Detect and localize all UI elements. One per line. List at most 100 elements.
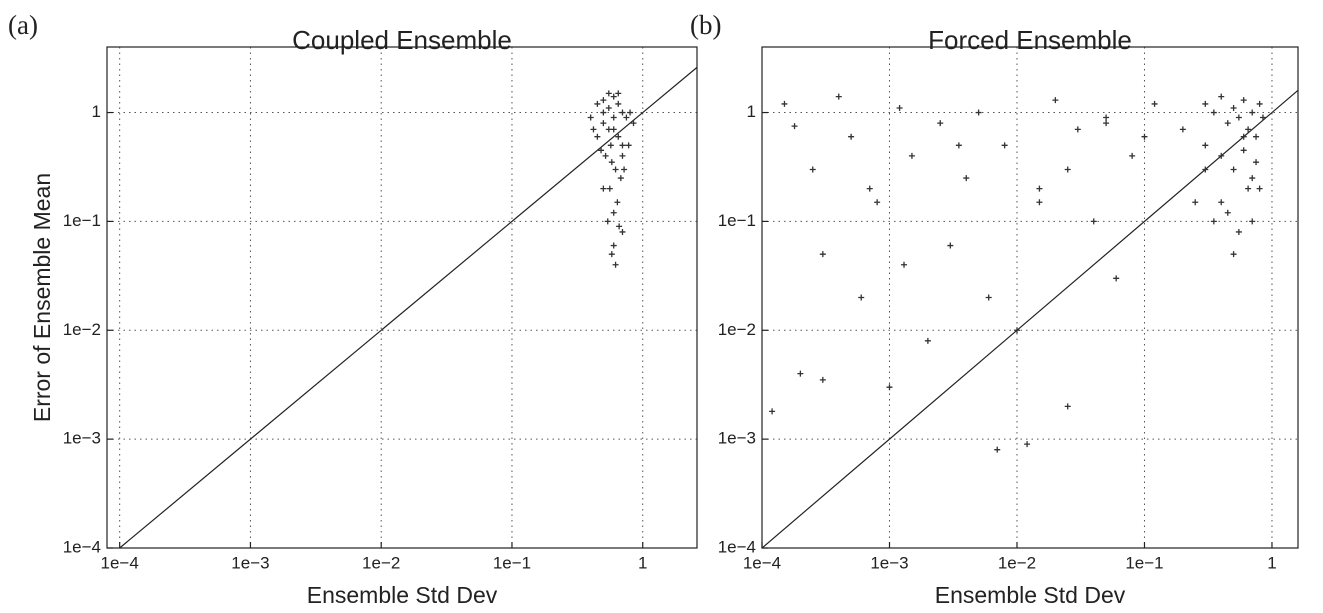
point bbox=[1240, 133, 1247, 140]
point bbox=[617, 175, 624, 182]
point bbox=[600, 120, 607, 127]
point bbox=[1129, 152, 1136, 159]
chart-title: Coupled Ensemble bbox=[292, 25, 512, 55]
point bbox=[1052, 97, 1059, 104]
point bbox=[1245, 185, 1252, 192]
y-tick-label: 1e−2 bbox=[718, 320, 756, 339]
point bbox=[994, 446, 1001, 453]
point bbox=[607, 142, 614, 149]
point bbox=[1074, 126, 1081, 133]
x-tick-label: 1e−1 bbox=[493, 553, 531, 572]
point bbox=[612, 166, 619, 173]
point bbox=[1001, 142, 1008, 149]
point bbox=[886, 384, 893, 391]
point bbox=[1256, 185, 1263, 192]
point bbox=[1235, 228, 1242, 235]
y-tick-label: 1e−3 bbox=[718, 429, 756, 448]
point bbox=[1024, 441, 1031, 448]
point bbox=[1249, 109, 1256, 116]
point bbox=[1230, 105, 1237, 112]
point bbox=[1179, 126, 1186, 133]
point bbox=[769, 408, 776, 415]
point bbox=[1218, 93, 1225, 100]
plot-frame bbox=[761, 46, 1299, 549]
point bbox=[610, 209, 617, 216]
point bbox=[619, 152, 626, 159]
x-tick-label: 1e−2 bbox=[362, 553, 400, 572]
point bbox=[1218, 199, 1225, 206]
x-axis-label: Ensemble Std Dev bbox=[935, 582, 1126, 608]
point bbox=[1013, 327, 1020, 334]
point bbox=[1103, 114, 1110, 121]
point bbox=[610, 242, 617, 249]
point bbox=[1036, 185, 1043, 192]
point bbox=[608, 251, 615, 258]
point bbox=[858, 294, 865, 301]
point bbox=[1210, 218, 1217, 225]
y-tick-label: 1 bbox=[747, 102, 756, 121]
point bbox=[901, 261, 908, 268]
x-tick-label: 1 bbox=[638, 553, 647, 572]
plot-area bbox=[107, 47, 697, 548]
point bbox=[791, 123, 798, 130]
point bbox=[1249, 218, 1256, 225]
point bbox=[619, 109, 626, 116]
point bbox=[924, 337, 931, 344]
point bbox=[594, 133, 601, 140]
point bbox=[1090, 218, 1097, 225]
point bbox=[1253, 133, 1260, 140]
x-tick-label: 1e−2 bbox=[998, 553, 1036, 572]
point bbox=[1103, 120, 1110, 127]
point bbox=[602, 152, 609, 159]
point bbox=[1036, 199, 1043, 206]
point bbox=[1230, 166, 1237, 173]
y-tick-label: 1e−1 bbox=[718, 211, 756, 230]
point bbox=[1235, 114, 1242, 121]
y-axis-label: Error of Ensemble Mean bbox=[29, 173, 55, 422]
point bbox=[1249, 175, 1256, 182]
point bbox=[1141, 133, 1148, 140]
point bbox=[608, 159, 615, 166]
point bbox=[1064, 166, 1071, 173]
identity-line bbox=[761, 89, 1299, 549]
point bbox=[619, 142, 626, 149]
x-tick-label: 1e−4 bbox=[743, 553, 781, 572]
y-tick-label: 1e−3 bbox=[63, 429, 101, 448]
point bbox=[874, 199, 881, 206]
point bbox=[1240, 147, 1247, 154]
point bbox=[1240, 97, 1247, 104]
point bbox=[963, 175, 970, 182]
point bbox=[1202, 166, 1209, 173]
point bbox=[630, 120, 637, 127]
point bbox=[1224, 209, 1231, 216]
point bbox=[598, 147, 605, 154]
point bbox=[621, 166, 628, 173]
panel-label: (b) bbox=[690, 10, 721, 40]
point bbox=[619, 228, 626, 235]
point bbox=[600, 185, 607, 192]
point bbox=[797, 370, 804, 377]
x-tick-label: 1e−3 bbox=[231, 553, 269, 572]
point bbox=[1256, 100, 1263, 107]
panel-label: (a) bbox=[8, 10, 38, 40]
y-tick-label: 1e−2 bbox=[63, 320, 101, 339]
point bbox=[616, 223, 623, 230]
point bbox=[594, 100, 601, 107]
point bbox=[866, 185, 873, 192]
point bbox=[1064, 403, 1071, 410]
y-tick-label: 1e−1 bbox=[63, 211, 101, 230]
point bbox=[610, 93, 617, 100]
point bbox=[896, 105, 903, 112]
point bbox=[975, 109, 982, 116]
point bbox=[615, 90, 622, 97]
point bbox=[615, 133, 622, 140]
point bbox=[604, 218, 611, 225]
point bbox=[600, 109, 607, 116]
point bbox=[985, 294, 992, 301]
point bbox=[1113, 275, 1120, 282]
point bbox=[1218, 152, 1225, 159]
point bbox=[819, 251, 826, 258]
point bbox=[1253, 159, 1260, 166]
point bbox=[908, 152, 915, 159]
